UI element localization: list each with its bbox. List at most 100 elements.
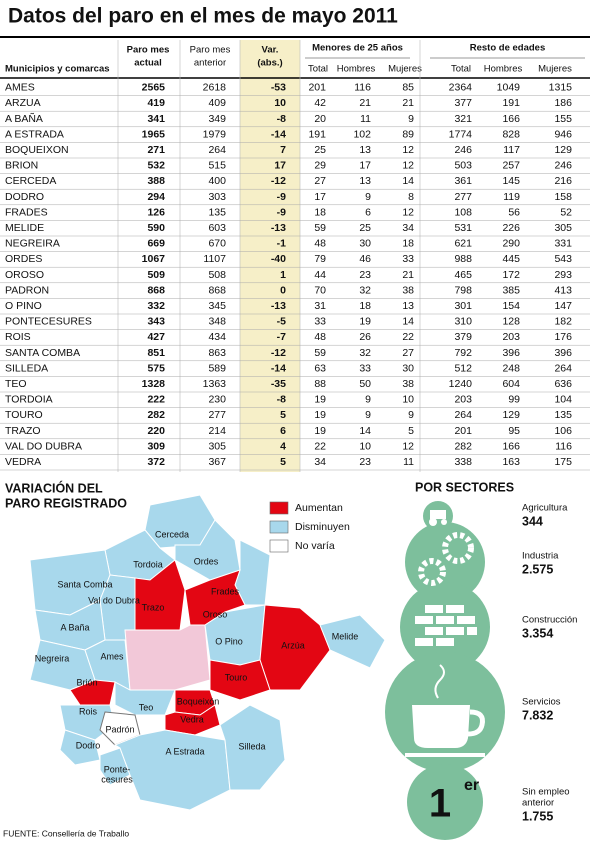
cell: 50 <box>359 378 371 390</box>
map-title: VARIACIÓN DEL <box>5 480 103 495</box>
map-label: Vedra <box>180 714 204 724</box>
cell: 5 <box>408 425 414 437</box>
map-label: Melide <box>332 631 359 641</box>
cell: -7 <box>277 331 286 343</box>
cell: 413 <box>554 284 572 296</box>
map-label: Ordes <box>194 556 219 566</box>
cell: 23 <box>359 456 371 468</box>
badge-number: 1 <box>429 782 451 826</box>
row-label: TRAZO <box>5 425 41 437</box>
cell: 116 <box>354 82 371 94</box>
cell: 512 <box>454 362 472 374</box>
cell: 129 <box>502 409 520 421</box>
cell: 34 <box>314 456 326 468</box>
column-header: Paro mes <box>190 45 231 56</box>
cell: 396 <box>554 347 572 359</box>
cell: 14 <box>402 316 414 328</box>
cell: 338 <box>454 456 472 468</box>
cell: 158 <box>554 191 572 203</box>
cell: 1 <box>280 269 286 281</box>
cell: 379 <box>454 331 472 343</box>
cell: -35 <box>271 378 286 390</box>
cell: 271 <box>147 144 165 156</box>
cell: 531 <box>454 222 472 234</box>
map-label: Padrón <box>105 724 134 734</box>
cell: 863 <box>208 347 226 359</box>
cell: 42 <box>314 97 326 109</box>
cell: 10 <box>359 440 371 452</box>
cell: 135 <box>554 409 572 421</box>
cell: 31 <box>314 300 326 312</box>
cell: -13 <box>271 300 286 312</box>
cell: 191 <box>502 97 520 109</box>
cell: 191 <box>308 128 326 140</box>
map-label: Trazo <box>142 602 165 612</box>
cell: 10 <box>402 394 414 406</box>
cell: 95 <box>508 425 520 437</box>
cell: 117 <box>503 144 520 156</box>
group-header: Resto de edades <box>470 43 546 54</box>
cell: 203 <box>454 394 472 406</box>
column-header: anterior <box>194 58 226 69</box>
cell: 282 <box>147 409 165 421</box>
cell: 465 <box>454 269 472 281</box>
map-label: Negreira <box>35 653 70 663</box>
cell: 372 <box>147 456 165 468</box>
sectors-title: POR SECTORES <box>415 480 514 494</box>
cell: 798 <box>454 284 472 296</box>
cell: 5 <box>280 456 286 468</box>
column-header: Var. <box>262 45 279 56</box>
cell: 52 <box>560 206 572 218</box>
cell: 116 <box>555 440 572 452</box>
cell: 385 <box>502 284 520 296</box>
cell: 264 <box>554 362 572 374</box>
cell: 154 <box>502 300 520 312</box>
map-label: A Baña <box>60 622 89 632</box>
cell: 290 <box>502 238 520 250</box>
cell: 145 <box>502 175 520 187</box>
cell: 309 <box>147 440 165 452</box>
column-header: Mujeres <box>538 64 572 75</box>
cell: 12 <box>402 160 414 172</box>
map <box>29 494 386 811</box>
row-label: ARZUA <box>5 97 41 109</box>
row-label: SANTA COMBA <box>5 347 80 359</box>
cell: 46 <box>359 253 371 265</box>
sector-value: 2.575 <box>522 562 553 576</box>
cell: 1979 <box>203 128 227 140</box>
cell: 32 <box>359 284 371 296</box>
map-label: Cerceda <box>155 529 189 539</box>
cell: 868 <box>208 284 226 296</box>
cell: 166 <box>502 440 520 452</box>
row-label: CERCEDA <box>5 175 56 187</box>
cell: 18 <box>314 206 326 218</box>
cell: 128 <box>502 316 520 328</box>
cell: 377 <box>454 97 472 109</box>
cell: 301 <box>454 300 472 312</box>
cell: 155 <box>554 113 572 125</box>
cell: 2618 <box>203 82 227 94</box>
column-header: Hombres <box>484 64 523 75</box>
row-label: ORDES <box>5 253 42 265</box>
map-label: Ames <box>100 651 124 661</box>
source: FUENTE: Consellería de Traballo <box>3 828 129 838</box>
row-label: PADRON <box>5 284 49 296</box>
map-label: Teo <box>139 702 154 712</box>
column-header: Paro mes <box>127 45 170 56</box>
cell: 17 <box>359 160 371 172</box>
cell: -53 <box>271 82 286 94</box>
cell: 17 <box>274 160 286 172</box>
cell: 515 <box>208 160 226 172</box>
cell: 172 <box>502 269 520 281</box>
cell: -8 <box>277 113 286 125</box>
cell: 20 <box>314 113 326 125</box>
cell: 23 <box>359 269 371 281</box>
map-label: Dodro <box>76 740 101 750</box>
cell: 30 <box>402 362 414 374</box>
row-label: FRADES <box>5 206 48 218</box>
cell: 5 <box>280 409 286 421</box>
map-label: Touro <box>225 672 248 682</box>
cell: 48 <box>314 238 326 250</box>
map-label: Boqueixón <box>177 696 220 706</box>
cell: 9 <box>408 113 414 125</box>
